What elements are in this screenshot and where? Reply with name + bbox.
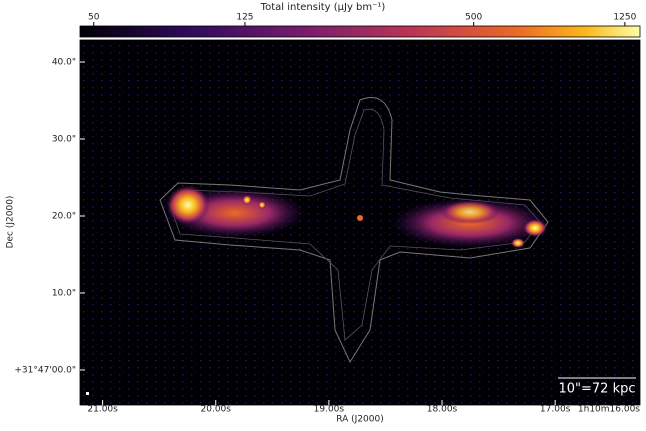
colorbar	[79, 25, 641, 38]
scale-label: 10"=72 kpc	[558, 382, 635, 397]
colorbar-tick-label: 1250	[613, 13, 636, 23]
knot	[258, 201, 266, 209]
core	[357, 215, 363, 221]
y-tick-label: 40.0"	[52, 58, 76, 68]
y-tick-label: +31°47'00.0"	[14, 365, 76, 375]
x-tick-label: 1h10m16.00s	[578, 405, 640, 415]
y-tick-label: 20.0"	[52, 211, 76, 221]
noise	[80, 40, 640, 405]
x-tick-label: 17.00s	[540, 405, 571, 415]
hotspot	[440, 200, 500, 224]
image: 10"=72 kpc	[80, 40, 640, 405]
hotspot	[166, 185, 210, 225]
y-tick-label: 10.0"	[52, 288, 76, 298]
colorbar-tick-label: 500	[465, 13, 482, 23]
colorbar-tick-label: 125	[236, 13, 253, 23]
beam	[86, 392, 89, 395]
x-tick-label: 19.00s	[314, 405, 345, 415]
x-axis-label: RA (J2000)	[336, 415, 384, 425]
plot-frame	[79, 39, 641, 406]
x-tick-label: 21.00s	[87, 405, 118, 415]
knot	[242, 195, 252, 205]
colorbar-tick-label: 50	[88, 13, 100, 23]
hotspot	[523, 219, 547, 237]
x-tick-label: 20.00s	[201, 405, 232, 415]
y-tick-label: 30.0"	[52, 135, 76, 145]
x-tick-label: 18.00s	[427, 405, 458, 415]
colorbar-title: Total intensity (μJy bm⁻¹)	[260, 2, 386, 13]
contour	[159, 97, 549, 364]
y-axis-label: Dec (J2000)	[6, 196, 16, 249]
hotspot	[511, 238, 525, 248]
